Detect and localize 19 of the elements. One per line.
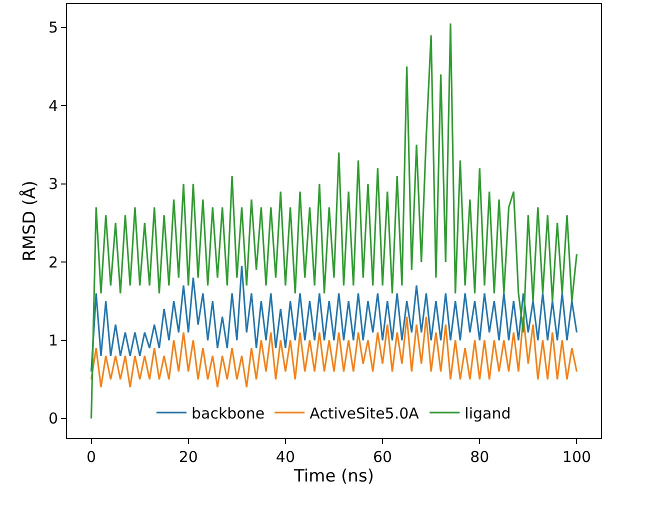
y-tick-label: 2 [48, 253, 58, 272]
y-tick-label: 5 [48, 18, 58, 37]
x-tick-label: 20 [178, 448, 198, 466]
y-axis-title: RMSD (Å) [19, 180, 40, 262]
x-tick-label: 80 [470, 448, 490, 466]
x-tick-label: 0 [86, 448, 96, 466]
x-tick-label: 100 [562, 448, 592, 466]
y-tick-label: 0 [48, 410, 58, 428]
y-tick-label: 1 [48, 332, 58, 350]
legend-label: ActiveSite5.0A [310, 404, 420, 422]
line-series [90, 265, 578, 372]
line-series [90, 316, 578, 388]
x-tick-label: 60 [373, 448, 392, 466]
legend-label: ligand [464, 404, 511, 422]
legend-label: backbone [192, 404, 265, 422]
x-axis-title: Time (ns) [293, 466, 374, 486]
x-tick-label: 40 [276, 448, 295, 466]
y-tick-label: 4 [48, 96, 58, 115]
y-tick-label: 3 [48, 175, 58, 194]
